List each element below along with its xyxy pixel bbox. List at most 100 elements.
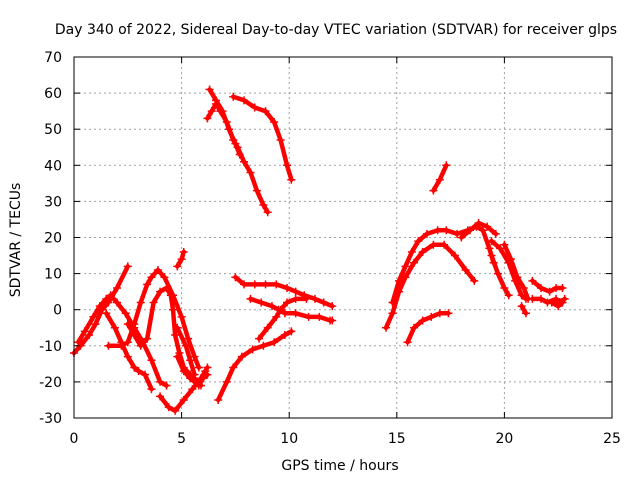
series-arc-2 <box>74 291 171 390</box>
data-point <box>536 294 545 303</box>
data-point <box>487 251 496 260</box>
data-point <box>106 291 115 300</box>
data-point <box>110 323 119 332</box>
data-point <box>287 327 296 336</box>
data-point <box>259 341 268 350</box>
data-point <box>259 201 268 210</box>
data-point <box>427 312 436 321</box>
data-point <box>401 262 410 271</box>
data-point <box>528 276 537 285</box>
data-point <box>171 406 180 415</box>
data-point <box>261 107 270 116</box>
series-trace <box>530 278 565 294</box>
data-point <box>528 294 537 303</box>
data-point <box>130 363 139 372</box>
data-point <box>207 107 216 116</box>
data-point <box>440 240 449 249</box>
x-tick-label: 20 <box>495 431 513 447</box>
data-point <box>237 352 246 361</box>
data-point <box>160 273 169 282</box>
data-point <box>536 284 545 293</box>
data-point <box>382 323 391 332</box>
series-trace <box>71 264 131 356</box>
series-trace <box>106 267 202 370</box>
data-point <box>418 316 427 325</box>
data-point <box>179 247 188 256</box>
y-tick-label: -30 <box>39 411 62 427</box>
data-point <box>388 309 397 318</box>
data-point <box>240 280 249 289</box>
data-point <box>328 316 337 325</box>
data-point <box>177 255 186 264</box>
series-arc-28 <box>517 302 530 318</box>
data-point <box>229 92 238 101</box>
data-point <box>102 309 111 318</box>
data-point <box>186 374 195 383</box>
series-arc-18 <box>388 222 498 307</box>
data-point <box>394 276 403 285</box>
series-trace <box>390 224 496 305</box>
data-point <box>149 298 158 307</box>
data-point <box>95 302 104 311</box>
data-point <box>255 334 264 343</box>
data-point <box>153 265 162 274</box>
data-point <box>188 385 197 394</box>
data-point <box>410 258 419 267</box>
data-point <box>493 269 502 278</box>
data-point <box>483 222 492 231</box>
data-point <box>414 237 423 246</box>
y-tick-label: -20 <box>39 375 62 391</box>
data-point <box>500 240 509 249</box>
y-tick-label: 50 <box>44 122 62 138</box>
series-arc-16 <box>255 294 311 343</box>
data-point <box>407 247 416 256</box>
data-point <box>85 330 94 339</box>
data-point <box>272 312 281 321</box>
data-point <box>470 276 479 285</box>
series-trace <box>248 296 335 323</box>
data-point <box>173 262 182 271</box>
data-point <box>194 363 203 372</box>
data-point <box>478 226 487 235</box>
data-point <box>147 273 156 282</box>
data-point <box>250 280 259 289</box>
data-point <box>545 287 554 296</box>
data-point <box>513 273 522 282</box>
series-arc-14 <box>231 273 337 311</box>
data-point <box>235 150 244 159</box>
data-point <box>173 323 182 332</box>
data-point <box>166 291 175 300</box>
series-arc-7 <box>173 352 212 390</box>
data-point <box>74 338 83 347</box>
data-point <box>229 363 238 372</box>
data-point <box>212 96 221 105</box>
x-tick-label: 15 <box>388 431 406 447</box>
data-point <box>179 367 188 376</box>
data-point <box>444 309 453 318</box>
series-arc-21 <box>457 219 500 242</box>
data-point <box>547 298 556 307</box>
data-point <box>453 229 462 238</box>
data-point <box>263 208 272 217</box>
series-arc-25 <box>528 276 567 296</box>
data-point <box>558 298 567 307</box>
data-point <box>123 338 132 347</box>
data-point <box>517 302 526 311</box>
data-point <box>80 327 89 336</box>
data-point <box>222 377 231 386</box>
data-point <box>429 186 438 195</box>
series-arc-13 <box>229 92 296 184</box>
data-point <box>168 305 177 314</box>
series-arc-23 <box>487 251 513 300</box>
data-point <box>554 302 563 311</box>
data-point <box>487 237 496 246</box>
data-point <box>231 139 240 148</box>
data-point <box>123 320 132 329</box>
data-point <box>248 345 257 354</box>
x-tick-label: 25 <box>603 431 621 447</box>
data-point <box>276 305 285 314</box>
data-point <box>267 302 276 311</box>
series-arc-3 <box>102 309 156 394</box>
data-point <box>121 309 130 318</box>
